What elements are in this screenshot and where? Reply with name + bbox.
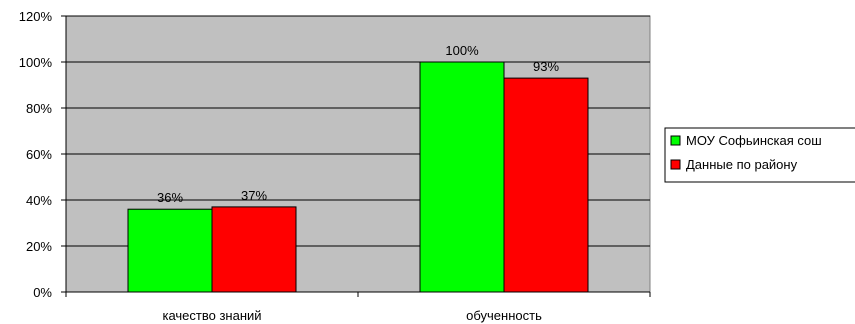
bar bbox=[419, 61, 505, 293]
y-tick-label: 100% bbox=[19, 55, 53, 70]
bar bbox=[127, 208, 213, 293]
legend-swatch bbox=[670, 135, 681, 146]
y-tick-label: 40% bbox=[26, 193, 52, 208]
legend-label: Данные по району bbox=[686, 157, 798, 172]
x-category-label: обученность bbox=[466, 308, 542, 323]
y-tick-label: 60% bbox=[26, 147, 52, 162]
x-category-labels: качество знаний обученность bbox=[162, 308, 542, 323]
data-label: 36% bbox=[157, 190, 183, 205]
y-tick-labels: 0% 20% 40% 60% 80% 100% 120% bbox=[19, 9, 53, 300]
data-label: 100% bbox=[445, 43, 479, 58]
legend-label: МОУ Софьинская сош bbox=[686, 133, 822, 148]
bar bbox=[503, 77, 589, 293]
data-labels: 36% 37% 100% 93% bbox=[157, 43, 559, 205]
y-tick-label: 120% bbox=[19, 9, 53, 24]
data-label: 93% bbox=[533, 59, 559, 74]
bars bbox=[127, 61, 589, 293]
bar bbox=[211, 206, 297, 293]
data-label: 37% bbox=[241, 188, 267, 203]
legend-swatch bbox=[670, 159, 681, 170]
y-tick-label: 0% bbox=[33, 285, 52, 300]
axes bbox=[61, 15, 651, 297]
y-tick-label: 20% bbox=[26, 239, 52, 254]
legend: МОУ Софьинская сош Данные по району bbox=[664, 127, 855, 183]
legend-box bbox=[664, 127, 855, 183]
y-tick-label: 80% bbox=[26, 101, 52, 116]
x-category-label: качество знаний bbox=[162, 308, 261, 323]
